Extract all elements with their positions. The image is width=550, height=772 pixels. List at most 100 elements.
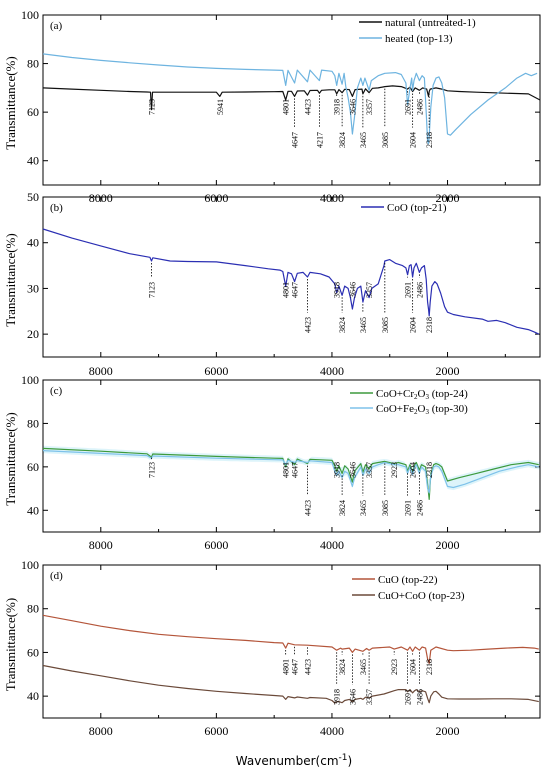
- legend-entry: heated (top-13): [385, 33, 453, 45]
- peak-label: 2318: [425, 132, 434, 148]
- peak-label: 2486: [415, 282, 424, 298]
- series-line-1: [42, 447, 539, 500]
- x-tick-label: 6000: [204, 538, 228, 552]
- peak-label: 3357: [365, 99, 374, 115]
- panel-tag: (b): [50, 202, 63, 214]
- y-tick-label: 40: [27, 689, 39, 703]
- peak-label: 3357: [365, 462, 374, 478]
- peak-label: 4217: [315, 132, 324, 148]
- y-tick-label: 60: [27, 105, 39, 119]
- x-tick-label: 4000: [320, 724, 344, 738]
- peak-label: 2691: [404, 99, 413, 115]
- plot-frame: [42, 196, 541, 358]
- peak-label: 3465: [359, 500, 368, 516]
- peak-label: 3085: [381, 132, 390, 148]
- x-tick-label: 8000: [89, 364, 113, 378]
- peak-label: 3357: [365, 282, 374, 298]
- peak-label: 2604: [409, 132, 418, 148]
- peak-label: 3918: [333, 282, 342, 298]
- x-tick-label: 6000: [204, 724, 228, 738]
- plot-frame: [42, 564, 541, 719]
- peak-label: 4801: [282, 462, 291, 478]
- series-line-2: [42, 450, 539, 494]
- series-line-2: [42, 53, 538, 145]
- peak-label: 2486: [415, 500, 424, 516]
- peak-label: 7123: [147, 282, 156, 298]
- peak-label: 3646: [348, 99, 357, 115]
- peak-label: 3646: [348, 462, 357, 478]
- peak-label: 3824: [338, 317, 347, 333]
- peak-label: 3824: [338, 500, 347, 516]
- y-tick-label: 80: [27, 57, 39, 71]
- x-tick-label: 2000: [436, 364, 460, 378]
- y-tick-label: 50: [27, 190, 39, 204]
- legend-entry: natural (untreated-1): [385, 17, 476, 29]
- peak-label: 2604: [409, 317, 418, 333]
- peak-label: 3465: [359, 659, 368, 675]
- peak-label: 4423: [304, 500, 313, 516]
- y-tick-label: 100: [21, 373, 39, 387]
- y-axis-label: Transmittance(%): [3, 598, 18, 691]
- peak-label: 2486: [415, 99, 424, 115]
- legend-entry: CuO+CoO (top-23): [378, 590, 465, 602]
- legend-entry: CuO (top-22): [378, 574, 438, 586]
- peak-label: 3824: [338, 132, 347, 148]
- peak-label: 3918: [333, 99, 342, 115]
- peak-label: 2691: [404, 689, 413, 705]
- panel-2: 8000 6000 4000 2000 20 30 40 50 Transmittance(%)…: [3, 190, 541, 378]
- peak-label: 3918: [333, 689, 342, 705]
- peak-label: 2923: [390, 462, 399, 478]
- panel-tag: (c): [50, 385, 63, 397]
- y-axis-label: Transmittance(%): [3, 233, 18, 326]
- y-tick-label: 30: [27, 281, 39, 295]
- series-line-1: [42, 85, 541, 111]
- y-tick-label: 40: [27, 236, 39, 250]
- series-line-1: [42, 228, 540, 335]
- peak-label: 2691: [404, 500, 413, 516]
- peak-label: 3357: [365, 689, 374, 705]
- panel-tag: (d): [50, 570, 63, 582]
- y-tick-label: 80: [27, 416, 39, 430]
- series-line-2: [42, 664, 539, 704]
- panel-4: 8000 6000 4000 2000 40 60 80 100 Transmittance(%…: [3, 558, 541, 738]
- peak-label: 2318: [425, 659, 434, 675]
- peak-label: 5941: [216, 99, 225, 115]
- panel-1: 8000 6000 4000 2000406080100Transmittance(%…: [3, 8, 541, 205]
- peak-label: 3646: [348, 689, 357, 705]
- peak-label: 2604: [409, 462, 418, 478]
- y-axis-label: Transmittance(%): [3, 412, 18, 505]
- peak-label: 4647: [291, 282, 300, 298]
- y-tick-label: 80: [27, 602, 39, 616]
- panel-3: 8000 6000 4000 2000 40 60 80 100 Transmittance(%…: [3, 373, 541, 552]
- x-tick-label: 2000: [436, 538, 460, 552]
- peak-label: 2318: [425, 317, 434, 333]
- x-axis-label: Wavenumber(cm-1): [236, 753, 352, 768]
- x-tick-label: 6000: [204, 364, 228, 378]
- peak-label: 2486: [415, 689, 424, 705]
- peak-label: 4647: [291, 659, 300, 675]
- peak-label: 4801: [282, 282, 291, 298]
- peak-label: 2691: [404, 282, 413, 298]
- y-axis-label: Transmittance(%): [3, 56, 18, 149]
- x-tick-label: 8000: [89, 538, 113, 552]
- legend-entry: CoO (top-21): [387, 202, 447, 214]
- y-tick-label: 60: [27, 645, 39, 659]
- peak-label: 3646: [348, 282, 357, 298]
- peak-label: 2318: [425, 462, 434, 478]
- peak-label: 4801: [282, 659, 291, 675]
- peak-label: 2604: [409, 659, 418, 675]
- peak-label: 2923: [390, 659, 399, 675]
- y-tick-label: 20: [27, 327, 39, 341]
- x-tick-label: 2000: [436, 724, 460, 738]
- x-tick-label: 4000: [320, 538, 344, 552]
- peak-label: 3918: [333, 462, 342, 478]
- legend-entry: CoO+Fe2O3 (top-30): [376, 403, 468, 416]
- x-tick-label: 8000: [89, 724, 113, 738]
- peak-label: 4423: [304, 659, 313, 675]
- peak-label: 3085: [381, 500, 390, 516]
- plot-frame: [42, 379, 541, 533]
- peak-label: 3085: [381, 317, 390, 333]
- plot-frame: [42, 14, 541, 186]
- series-line-1: [42, 614, 539, 664]
